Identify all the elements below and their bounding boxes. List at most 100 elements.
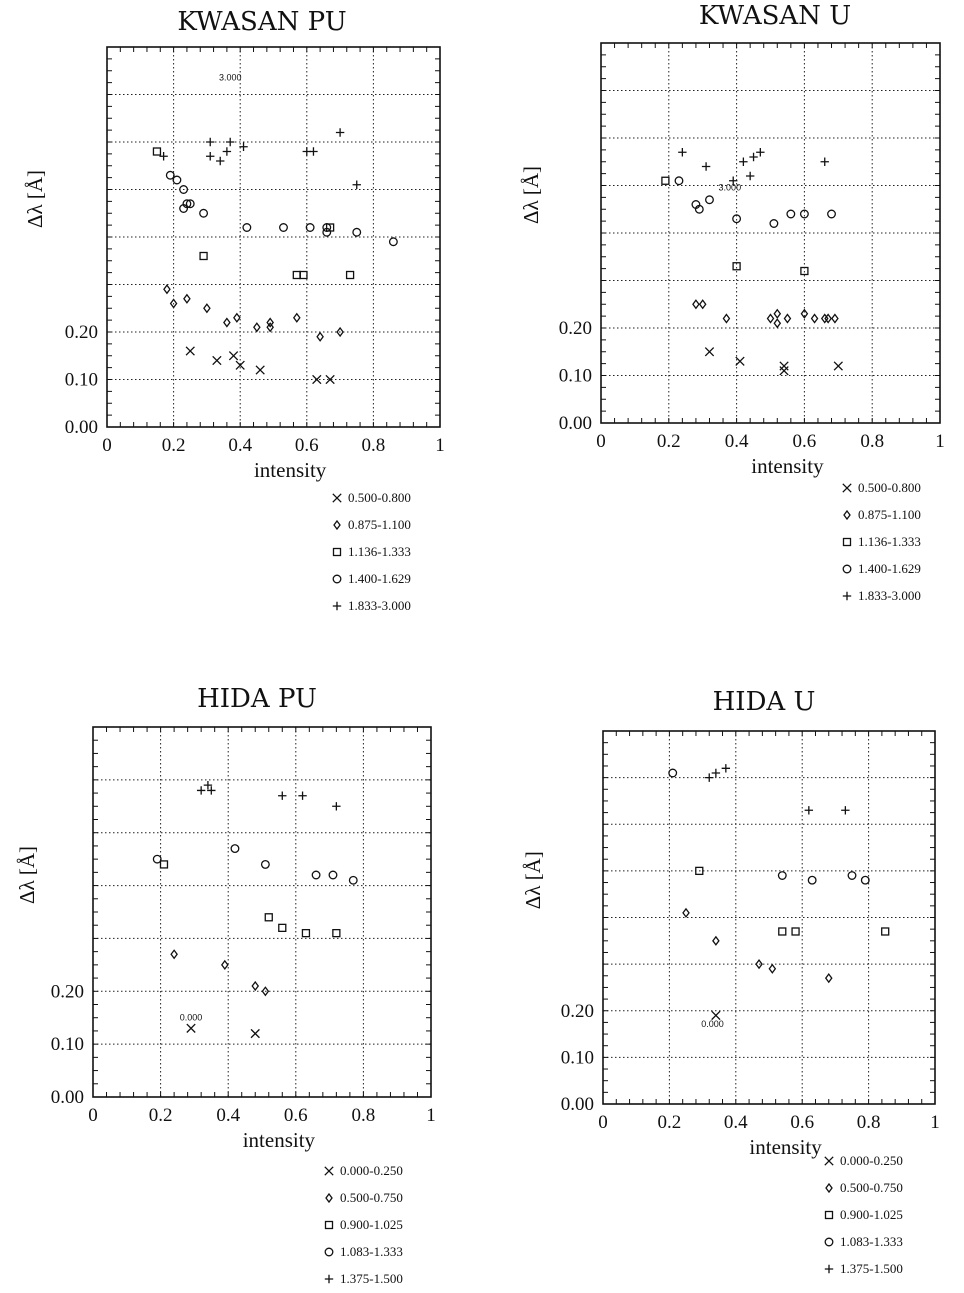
- x-tick-label: 0.6: [793, 431, 817, 452]
- data-point-x: [235, 360, 245, 370]
- data-point-circle: [322, 227, 332, 237]
- data-point-circle: [328, 870, 338, 880]
- data-point-circle: [807, 875, 817, 885]
- legend-label: 0.900-1.025: [340, 1217, 403, 1232]
- plot-frame: [92, 726, 432, 1098]
- x-tick-label: 0: [88, 1105, 98, 1126]
- data-point-diamond: [773, 318, 782, 329]
- data-point-diamond: [203, 303, 211, 314]
- legend-label: 1.833-3.000: [348, 598, 411, 613]
- data-point-square: [292, 270, 301, 280]
- x-axis-label: intensity: [254, 458, 327, 482]
- chart-panel-1: KWASAN PU 0 0.2 0.4 0.6 0.8 1 0.00 0.10 0.20 inten…: [23, 7, 445, 613]
- x-tick-label: 1: [435, 435, 445, 456]
- data-point-circle: [230, 844, 240, 854]
- legend-label: 0.875-1.100: [858, 507, 921, 522]
- data-point-square: [881, 927, 890, 936]
- data-point-x: [779, 361, 789, 371]
- data-point-plus: [352, 180, 361, 189]
- data-point-plus: [820, 157, 829, 166]
- y-tick-label: 0.20: [65, 322, 98, 343]
- x-tick-label: 0.2: [149, 1105, 173, 1126]
- data-point-plus: [841, 806, 850, 815]
- series-2: [170, 949, 270, 997]
- data-point-plus: [756, 148, 765, 157]
- series-5: [196, 780, 341, 811]
- data-point-x: [779, 366, 789, 376]
- data-point-circle: [305, 223, 315, 232]
- series-3: [152, 147, 355, 280]
- plot-frame: [600, 42, 941, 424]
- legend-label: 1.136-1.333: [348, 544, 411, 559]
- legend-marker-square: [324, 1220, 334, 1230]
- legend-marker-square: [842, 537, 852, 547]
- series-2: [682, 907, 833, 984]
- legend-marker-x: [824, 1156, 834, 1166]
- series-4: [165, 170, 398, 247]
- data-point-circle: [260, 859, 270, 869]
- data-point-plus: [196, 786, 206, 795]
- point-annotation: 0.000: [701, 1019, 724, 1029]
- y-axis-label: Δλ [Å]: [23, 170, 47, 228]
- point-annotation: 3.000: [219, 72, 242, 82]
- data-point-circle: [165, 170, 175, 180]
- y-tick-label: 0.10: [561, 1047, 594, 1068]
- data-point-circle: [348, 875, 358, 885]
- data-point-diamond: [183, 293, 191, 304]
- data-point-x: [325, 374, 335, 385]
- data-point-circle: [199, 208, 209, 218]
- data-point-diamond: [163, 284, 171, 295]
- data-point-diamond: [170, 949, 178, 960]
- y-axis-label: Δλ [Å]: [519, 166, 543, 224]
- y-tick-label: 0.00: [559, 413, 592, 434]
- legend-marker-plus: [332, 601, 342, 611]
- series-3: [661, 176, 809, 276]
- data-point-circle: [388, 237, 398, 247]
- data-point-circle: [172, 175, 182, 185]
- data-point-plus: [216, 156, 225, 166]
- x-tick-label: 0.4: [725, 431, 749, 452]
- data-point-diamond: [810, 313, 819, 324]
- legend-marker-x: [324, 1166, 334, 1176]
- data-point-circle: [799, 209, 809, 219]
- data-point-circle: [694, 204, 704, 214]
- data-point-diamond: [698, 299, 707, 310]
- x-tick-label: 0.2: [162, 435, 186, 456]
- x-tick-label: 0.2: [657, 431, 681, 452]
- data-point-circle: [311, 870, 321, 880]
- y-tick-label: 0.20: [51, 981, 84, 1002]
- plot-frame: [106, 46, 441, 428]
- data-point-square: [800, 266, 809, 276]
- data-point-diamond: [773, 308, 782, 319]
- x-tick-label: 0.4: [228, 435, 252, 456]
- data-point-diamond: [223, 317, 231, 328]
- y-tick-label: 0.00: [65, 417, 98, 438]
- data-point-plus: [332, 802, 341, 811]
- data-point-plus: [298, 791, 307, 800]
- data-point-circle: [242, 223, 252, 232]
- data-point-diamond: [831, 313, 839, 324]
- data-point-square: [159, 860, 169, 869]
- data-point-square: [299, 270, 308, 280]
- data-point-circle: [769, 219, 779, 228]
- data-point-diamond: [768, 963, 777, 974]
- legend-label: 1.083-1.333: [840, 1234, 903, 1249]
- data-point-circle: [827, 209, 836, 219]
- x-tick-label: 0: [102, 435, 112, 456]
- chart-panel-3: HIDA PU 0 0.2 0.4 0.6 0.8 1 0.00 0.10 0.20 intensi…: [15, 684, 436, 1286]
- data-point-diamond: [783, 313, 792, 324]
- y-tick-label: 0.10: [559, 366, 592, 387]
- x-tick-label: 0.6: [295, 435, 319, 456]
- data-point-square: [345, 270, 355, 280]
- x-tick-label: 0.8: [860, 431, 884, 452]
- data-point-diamond: [712, 935, 720, 946]
- legend-label: 0.500-0.750: [840, 1180, 903, 1195]
- data-point-diamond: [233, 312, 241, 323]
- data-point-diamond: [221, 959, 229, 970]
- data-point-plus: [739, 157, 748, 166]
- data-point-diamond: [169, 298, 178, 309]
- y-tick-label: 0.10: [65, 370, 98, 391]
- data-point-square: [332, 928, 341, 938]
- data-point-square: [695, 866, 704, 876]
